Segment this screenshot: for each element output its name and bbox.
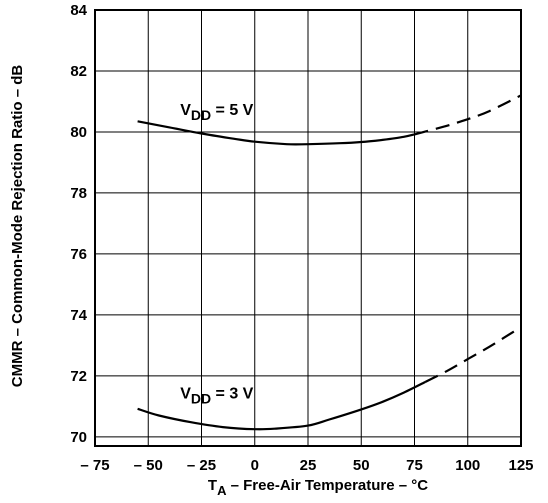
x-tick-labels: – 75 – 50 – 25 0 25 50 75 100 125 <box>80 457 533 474</box>
y-tick-label: 78 <box>70 185 87 202</box>
x-axis-title-sub: A <box>217 483 227 498</box>
series-curves <box>137 94 522 431</box>
y-tick-label: 84 <box>70 2 87 19</box>
y-tick-label: 74 <box>70 307 87 324</box>
y-tick-label: 72 <box>70 368 87 385</box>
series-label-sub: DD <box>191 391 211 407</box>
series-label: VDD = 3 V <box>180 386 253 407</box>
series-label-sub: DD <box>191 107 211 123</box>
x-tick-label: – 75 <box>80 457 109 474</box>
y-tick-label: 82 <box>70 63 87 80</box>
x-tick-label: – 50 <box>134 457 163 474</box>
series-line-dashed-0 <box>414 94 522 136</box>
y-tick-label: 70 <box>70 429 87 446</box>
series-label-main: V <box>180 102 191 119</box>
series-label-rest: = 3 V <box>211 386 254 403</box>
y-axis-title: CMMR – Common-Mode Rejection Ratio – dB <box>9 65 26 388</box>
series-line-dashed-1 <box>424 326 522 383</box>
x-tick-label: 25 <box>300 457 317 474</box>
x-tick-label: 0 <box>251 457 259 474</box>
grid <box>94 9 522 446</box>
x-tick-label: – 25 <box>187 457 216 474</box>
series-label: VDD = 5 V <box>180 102 253 123</box>
y-tick-labels: 70 72 74 76 78 80 82 84 <box>70 2 87 446</box>
series-line-solid-1 <box>137 381 426 431</box>
y-tick-label: 76 <box>70 246 87 263</box>
x-axis-title: TA – Free-Air Temperature – °C <box>208 477 428 498</box>
plot-frame <box>94 9 522 447</box>
x-tick-label: 125 <box>508 457 533 474</box>
x-axis-title-main: T <box>208 477 217 494</box>
x-tick-label: 75 <box>406 457 423 474</box>
x-tick-label: 100 <box>455 457 480 474</box>
series-label-main: V <box>180 386 191 403</box>
x-tick-label: 50 <box>353 457 370 474</box>
x-axis-title-rest: – Free-Air Temperature – °C <box>226 477 428 494</box>
series-label-rest: = 5 V <box>211 102 254 119</box>
y-tick-label: 80 <box>70 124 87 141</box>
series-line-solid-0 <box>137 120 415 146</box>
